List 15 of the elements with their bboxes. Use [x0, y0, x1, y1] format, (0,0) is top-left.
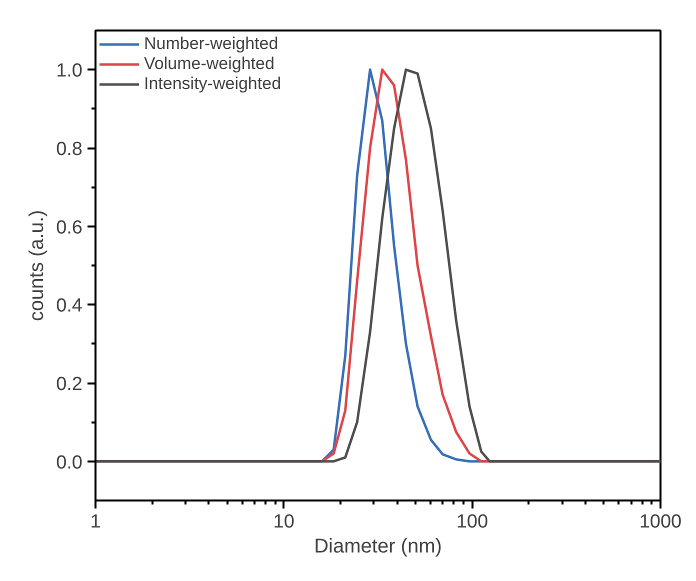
y-axis-title: counts (a.u.) [26, 210, 48, 322]
legend-label: Number-weighted [144, 34, 278, 54]
y-tick-label: 1.0 [56, 60, 83, 82]
x-tick-label: 1000 [639, 512, 682, 532]
y-tick-label: 0.4 [56, 296, 83, 317]
x-tick-label: 100 [456, 512, 488, 532]
y-tick-label: 0.8 [56, 139, 83, 160]
y-tick-label: 0.6 [56, 217, 83, 238]
y-tick-label: 0.0 [56, 452, 83, 474]
legend-label: Intensity-weighted [144, 74, 282, 94]
x-tick-label: 10 [273, 512, 294, 532]
x-axis-title: Diameter (nm) [314, 536, 442, 558]
x-tick-label: 1 [90, 512, 101, 532]
legend-label: Volume-weighted [144, 54, 274, 74]
y-tick-label: 0.2 [56, 374, 83, 395]
